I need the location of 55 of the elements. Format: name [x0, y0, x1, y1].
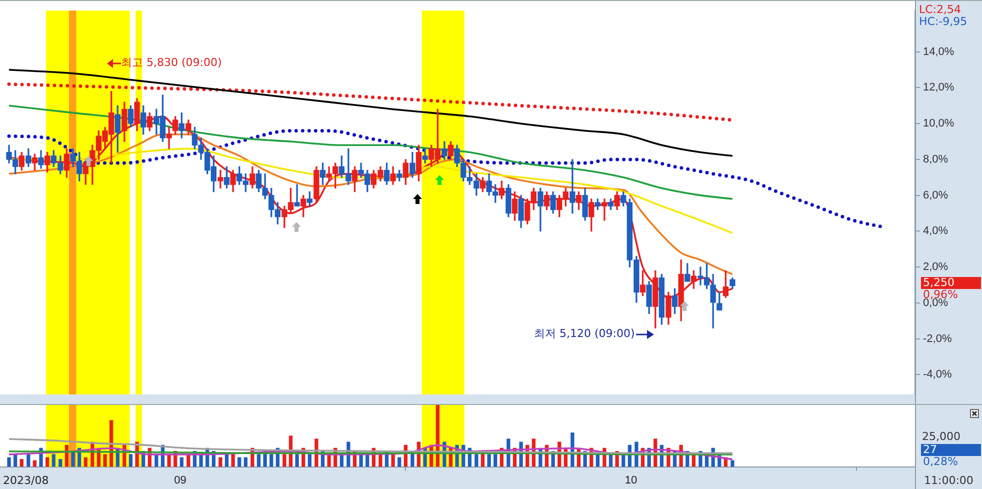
line-series [7, 82, 734, 122]
text: LC:2,54 [919, 3, 962, 16]
bar [218, 457, 222, 467]
line-series [8, 68, 734, 157]
candlestick [570, 159, 576, 214]
bar [378, 454, 382, 467]
bar [46, 457, 50, 467]
y-tick-label: 2,0% [923, 261, 948, 274]
text: 11:00:00 [924, 474, 974, 487]
bar [474, 454, 478, 467]
bar [84, 457, 88, 467]
y-tick-label: -2,0% [923, 332, 952, 345]
y-tick-label: 4,0% [923, 225, 948, 238]
bar [398, 457, 402, 467]
text: 0,28% [923, 455, 958, 468]
bar [128, 454, 133, 467]
bar [58, 459, 62, 467]
bar [71, 451, 75, 467]
bar [26, 454, 30, 467]
y-tick-label: 10,0% [923, 118, 954, 130]
text: 25,000 [922, 430, 960, 443]
bar [359, 454, 363, 467]
bar [295, 454, 299, 467]
x-tick-label: 10 [624, 474, 638, 486]
annotation: 최저 5,120 (09:00) [534, 327, 635, 340]
y-tick-label: 12,0% [923, 82, 954, 94]
text: HC:-9,95 [919, 15, 968, 28]
bar [238, 457, 242, 467]
candlestick [602, 198, 608, 221]
bar [494, 454, 498, 467]
text: 27 [921, 443, 981, 456]
candlestick [294, 184, 300, 206]
bar [256, 454, 261, 467]
bar [7, 457, 11, 467]
bar [180, 457, 184, 467]
y-tick-label: 6,0% [923, 189, 948, 202]
x-tick-label: 09 [174, 474, 186, 486]
bar [224, 454, 229, 467]
bar [391, 454, 395, 467]
y-tick-label: 14,0% [923, 46, 954, 58]
bar [270, 454, 274, 467]
candlestick [166, 126, 172, 150]
text: 2023/08 [3, 474, 49, 487]
bar [308, 454, 312, 467]
bar [244, 457, 248, 467]
text: 5,250 [921, 276, 981, 289]
bar [20, 459, 24, 467]
bar [730, 460, 734, 467]
y-tick-label: -4,0% [923, 368, 952, 381]
bar [231, 454, 235, 467]
bar [487, 454, 491, 467]
bar [52, 454, 56, 467]
bar [103, 454, 107, 467]
y-tick-label: 8,0% [923, 153, 948, 166]
bar [282, 454, 286, 467]
